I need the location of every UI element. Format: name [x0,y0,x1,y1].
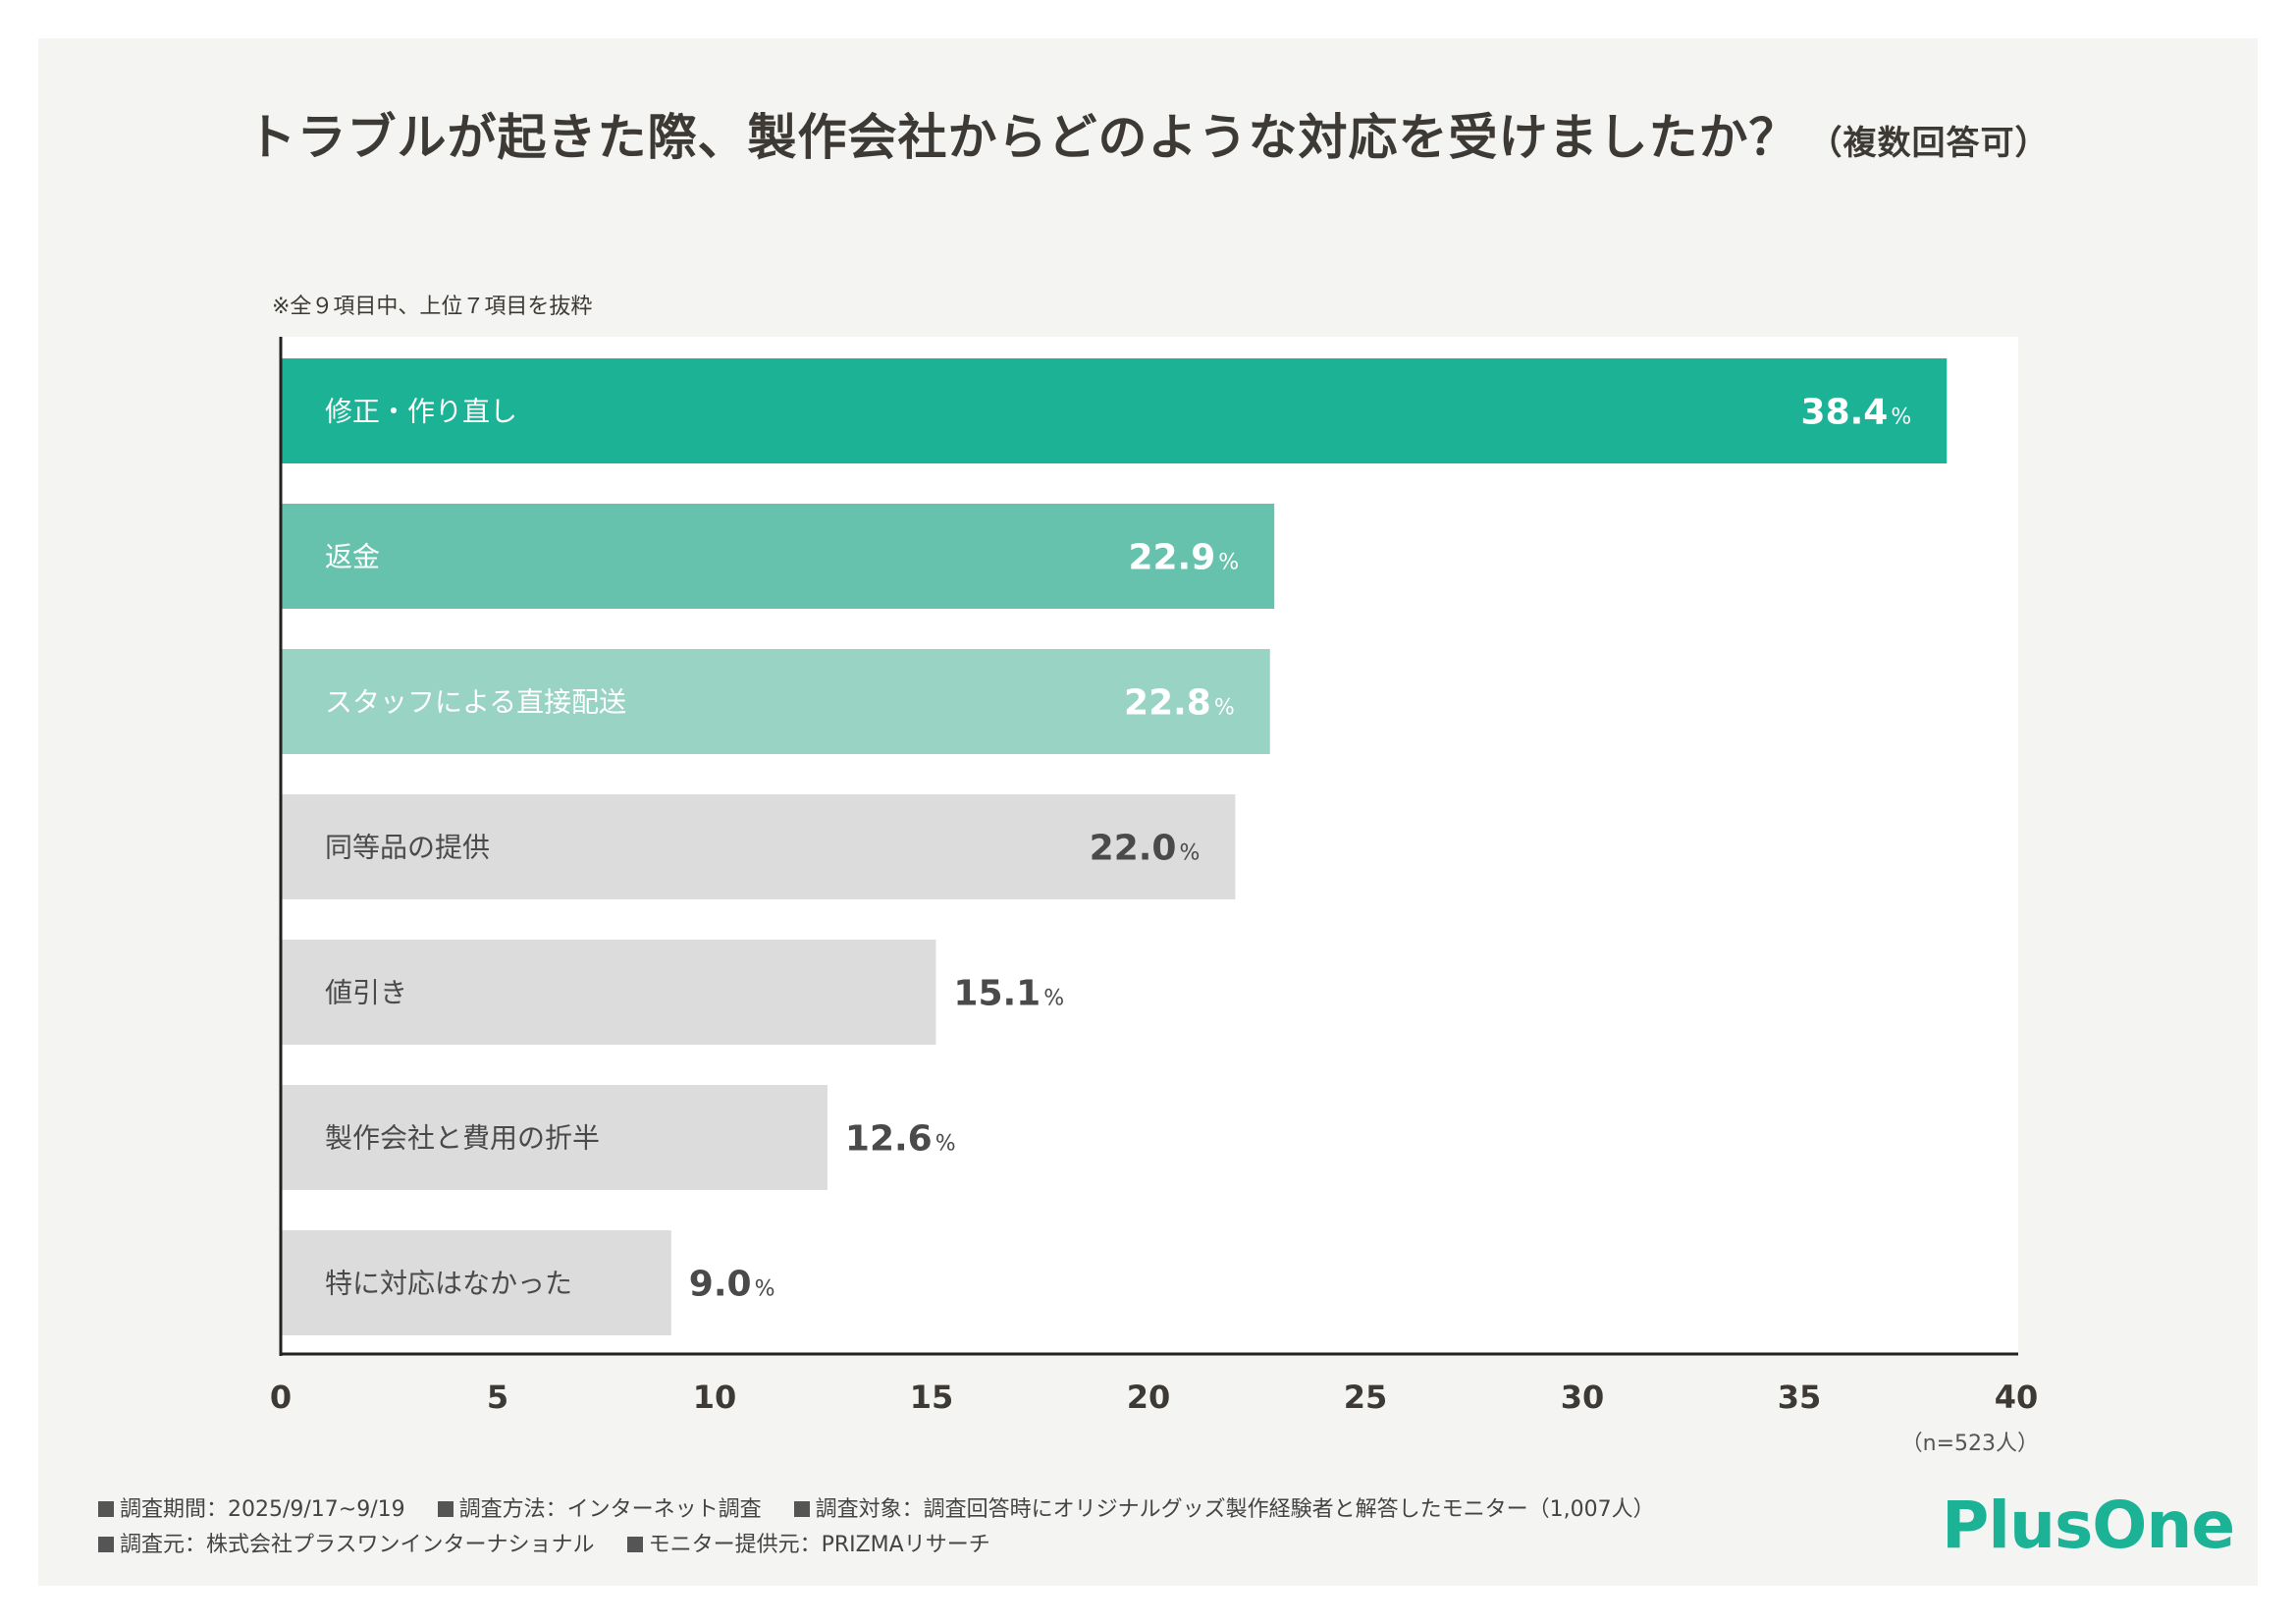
chart-title: トラブルが起きた際、製作会社からどのような対応を受けましたか？ （複数回答可） [0,98,2296,169]
value-label-4: 22.0% [1090,829,1201,869]
category-label-6: 製作会社と費用の折半 [325,1122,600,1155]
x-tick-label-5: 5 [487,1379,508,1416]
survey-source: 調査元：株式会社プラスワンインターナショナル [98,1533,595,1557]
bar-3 [281,649,1270,754]
bar-5 [281,940,936,1045]
x-tick-label-0: 0 [270,1379,292,1416]
value-label-7: 9.0% [689,1265,775,1305]
x-tick-label-40: 40 [1995,1379,2039,1416]
survey-method: 調査方法：インターネット調査 [438,1497,762,1522]
sample-size-label: （n=523人） [1900,1432,2039,1456]
value-label-5: 15.1% [953,974,1064,1014]
title-subtext: （複数回答可） [1808,124,2050,163]
x-tick-label-25: 25 [1344,1379,1388,1416]
category-label-2: 返金 [325,541,380,573]
x-tick-label-35: 35 [1778,1379,1822,1416]
survey-target: 調査対象：調査回答時にオリジナルグッズ製作経験者と解答したモニター（1,007人… [794,1497,1655,1522]
value-label-6: 12.6% [845,1119,956,1160]
value-label-2: 22.9% [1128,538,1239,578]
category-label-4: 同等品の提供 [325,832,490,864]
category-label-5: 値引き [325,977,407,1009]
footer-row-2: 調査元：株式会社プラスワンインターナショナル モニター提供元：PRIZMAリサー… [98,1528,1681,1563]
x-tick-label-20: 20 [1127,1379,1171,1416]
value-label-1: 38.4% [1801,393,1912,433]
bar-4 [281,794,1236,899]
bar-7 [281,1230,671,1335]
x-tick-label-30: 30 [1561,1379,1605,1416]
survey-period: 調査期間：2025/9/17~9/19 [98,1497,405,1522]
survey-provider: モニター提供元：PRIZMAリサーチ [627,1533,990,1557]
footer-row-1: 調査期間：2025/9/17~9/19 調査方法：インターネット調査 調査対象：… [98,1492,1681,1528]
value-label-3: 22.8% [1124,683,1235,724]
category-label-3: スタッフによる直接配送 [325,686,626,719]
bar-1 [281,358,1948,463]
x-tick-label-10: 10 [693,1379,737,1416]
category-label-1: 修正・作り直し [325,396,517,428]
x-tick-label-15: 15 [910,1379,954,1416]
bar-6 [281,1085,828,1190]
bar-2 [281,504,1275,609]
chart-note: ※全９項目中、上位７項目を抜粋 [272,295,593,319]
title-text: トラブルが起きた際、製作会社からどのような対応を受けましたか？ [246,109,1799,166]
category-label-7: 特に対応はなかった [325,1268,572,1300]
plusone-logo: PlusOne [1942,1488,2235,1563]
survey-footer: 調査期間：2025/9/17~9/19 調査方法：インターネット調査 調査対象：… [98,1492,1681,1563]
